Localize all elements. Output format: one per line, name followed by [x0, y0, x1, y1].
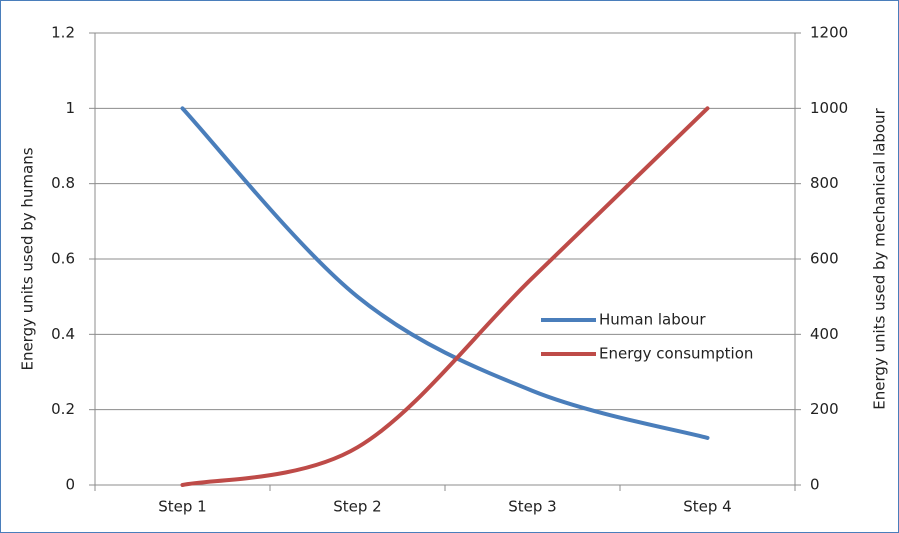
y2-tick-label: 1000	[810, 99, 848, 117]
y-tick-label: 0.6	[51, 250, 75, 268]
y2-tick-label: 0	[810, 476, 820, 494]
y-tick-label: 0.8	[51, 174, 75, 192]
y-tick-label: 0	[65, 476, 75, 494]
line-series	[180, 106, 710, 487]
y-tick-label: 0.4	[51, 325, 75, 343]
y2-tick-label: 800	[810, 174, 839, 192]
y2-tick-label: 1200	[810, 24, 848, 42]
y2-axis-title: Energy units used by mechanical labour	[871, 107, 889, 409]
x-tick-label: Step 4	[683, 498, 731, 516]
line-series	[180, 106, 710, 440]
y-tick-label: 1.2	[51, 24, 75, 42]
y-tick-label: 0.2	[51, 400, 75, 418]
legend-label: Energy consumption	[599, 345, 753, 363]
x-tick-label: Step 1	[158, 498, 206, 516]
y2-tick-label: 200	[810, 400, 839, 418]
y2-tick-label: 600	[810, 250, 839, 268]
x-tick-label: Step 3	[508, 498, 556, 516]
y-tick-label: 1	[65, 99, 75, 117]
y2-tick-label: 400	[810, 325, 839, 343]
legend-label: Human labour	[599, 311, 706, 329]
x-tick-label: Step 2	[333, 498, 381, 516]
y-axis-title: Energy units used by humans	[19, 147, 37, 370]
